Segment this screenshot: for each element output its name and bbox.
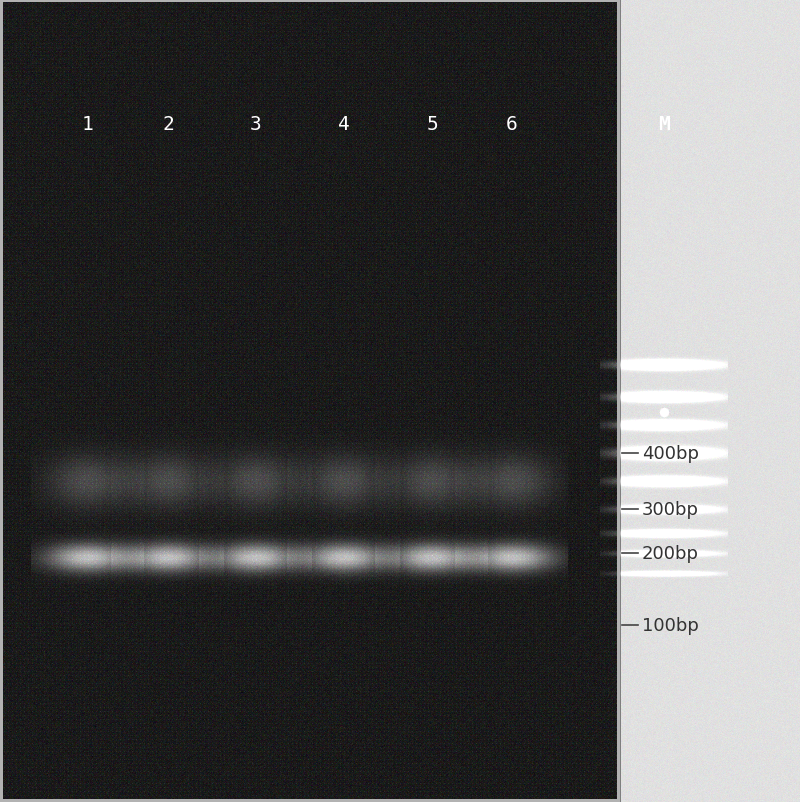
Text: 1: 1: [82, 115, 94, 134]
Text: M: M: [658, 115, 670, 134]
Text: 100bp: 100bp: [642, 617, 699, 634]
Text: 300bp: 300bp: [642, 500, 699, 518]
Text: 400bp: 400bp: [642, 444, 699, 462]
Text: 2: 2: [162, 115, 174, 134]
Text: 6: 6: [506, 115, 518, 134]
Text: 200bp: 200bp: [642, 545, 699, 562]
Text: 4: 4: [338, 115, 350, 134]
Text: 5: 5: [426, 115, 438, 134]
Text: 3: 3: [250, 115, 262, 134]
